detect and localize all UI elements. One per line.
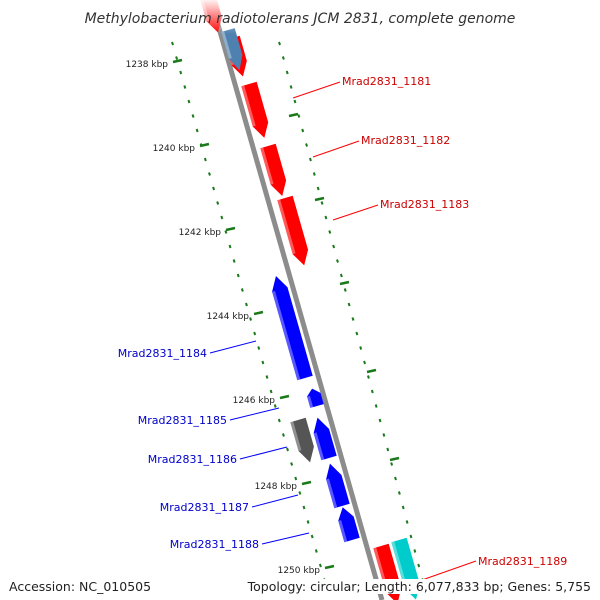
- gene-label-mrad2831_1182[interactable]: Mrad2831_1182: [361, 134, 450, 147]
- gene-mrad2831-1182-shade: [241, 85, 256, 127]
- accession-label: Accession: NC_010505: [9, 579, 152, 594]
- gene-mrad2831-1185-shade: [307, 395, 314, 408]
- gene-labels: Mrad2831_1181 Mrad2831_1182 Mrad2831_1183 M…: [118, 75, 567, 568]
- label-leader-line: [229, 407, 280, 421]
- gene-label-mrad2831_1185[interactable]: Mrad2831_1185: [138, 414, 227, 427]
- gene-mrad2831-1183-shade: [260, 147, 274, 185]
- gene-trna[interactable]: [221, 28, 243, 71]
- gene-label-mrad2831_1181[interactable]: Mrad2831_1181: [342, 75, 431, 88]
- tick-label: 1240 kbp: [153, 144, 196, 154]
- label-leader-line: [239, 446, 288, 460]
- tick-label: 1238 kbp: [126, 60, 169, 70]
- tick-label: 1248 kbp: [255, 482, 298, 492]
- tick-label: 1250 kbp: [278, 566, 321, 576]
- tick-marks: 1238 kbp 1240 kbp 1242 kbp 1244 kbp 1246 kbp…: [126, 58, 400, 576]
- gene-grey-shade: [290, 421, 302, 452]
- map-title: Methylobacterium radiotolerans JCM 2831,…: [85, 11, 516, 27]
- gene-mrad2831-1188-shade: [338, 520, 348, 543]
- gene-label-mrad2831_1189[interactable]: Mrad2831_1189: [478, 555, 567, 568]
- gene-mrad2831-1183b[interactable]: [277, 195, 309, 266]
- label-leader-line: [292, 81, 341, 99]
- gene-label-mrad2831_1188[interactable]: Mrad2831_1188: [170, 538, 259, 551]
- gene-rrna-shade: [391, 541, 408, 589]
- tick-label: 1242 kbp: [179, 228, 222, 238]
- genome-summary: Topology: circular; Length: 6,077,833 bp…: [247, 579, 591, 594]
- gene-mrad2831-1187[interactable]: [326, 463, 350, 509]
- gene-mrad2831-1187-shade: [326, 478, 338, 509]
- gene-trna-shade: [221, 31, 232, 59]
- gene-mrad2831-1184[interactable]: [272, 276, 313, 381]
- gene-mrad2831-1188[interactable]: [338, 507, 360, 543]
- label-leader-line: [261, 532, 310, 545]
- gene-label-leaders: [209, 81, 477, 581]
- label-leader-line: [312, 140, 360, 158]
- gene-mrad2831-1183[interactable]: [260, 143, 287, 197]
- gene-mrad2831-1186-shade: [313, 432, 325, 461]
- gene-grey[interactable]: [290, 417, 314, 463]
- gene-label-mrad2831_1183[interactable]: Mrad2831_1183: [380, 198, 469, 211]
- gene-label-mrad2831_1184[interactable]: Mrad2831_1184: [118, 347, 207, 360]
- label-leader-line: [332, 204, 379, 221]
- tick-label: 1244 kbp: [207, 312, 250, 322]
- label-leader-line: [251, 494, 299, 508]
- gene-label-mrad2831_1187[interactable]: Mrad2831_1187: [160, 501, 249, 514]
- tick-dots: [171, 41, 425, 582]
- gene-label-mrad2831_1186[interactable]: Mrad2831_1186: [148, 453, 237, 466]
- label-leader-line: [421, 560, 477, 581]
- gene-mrad2831-1185[interactable]: [307, 388, 324, 408]
- genome-backbone: [208, 0, 385, 600]
- gene-mrad2831-1183b-shade: [277, 199, 296, 255]
- tick-label: 1246 kbp: [233, 396, 276, 406]
- gene-mrad2831-1182[interactable]: [241, 81, 269, 138]
- gene-mrad2831-1186[interactable]: [313, 417, 337, 461]
- title-fade: [0, 0, 600, 34]
- label-leader-line: [209, 340, 257, 354]
- gene-features: [200, 0, 420, 600]
- gene-mrad2831-1184-shade: [272, 290, 301, 381]
